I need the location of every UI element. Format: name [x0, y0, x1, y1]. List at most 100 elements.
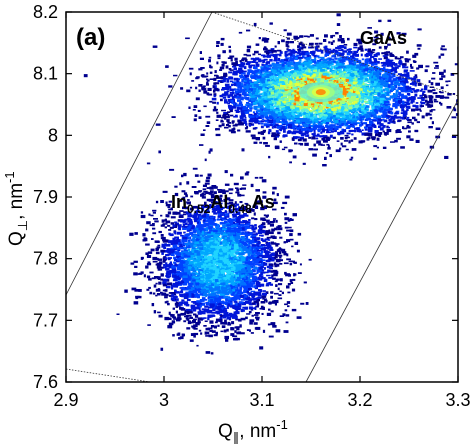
intensity-cell [315, 61, 318, 65]
intensity-cell [360, 76, 364, 79]
intensity-cell [345, 148, 349, 151]
intensity-cell [352, 98, 357, 100]
intensity-cell [342, 122, 346, 126]
intensity-cell [311, 133, 316, 136]
intensity-cell [429, 109, 433, 113]
intensity-cell [445, 80, 449, 83]
intensity-cell [392, 94, 398, 98]
intensity-cell [268, 87, 272, 91]
intensity-cell [440, 47, 443, 51]
intensity-cell [289, 66, 293, 70]
intensity-cell [339, 108, 343, 111]
intensity-cell [431, 109, 436, 111]
intensity-cell [291, 110, 295, 112]
intensity-cell [330, 121, 335, 124]
intensity-cell [342, 65, 346, 68]
intensity-cell [344, 88, 348, 91]
intensity-cell [303, 108, 308, 111]
intensity-cell [281, 125, 286, 129]
intensity-cell [301, 55, 305, 59]
intensity-cell [340, 38, 345, 42]
intensity-cell [243, 94, 249, 97]
intensity-cell [371, 61, 376, 64]
intensity-cell [386, 126, 390, 129]
intensity-cell [263, 123, 268, 127]
intensity-cell [332, 76, 335, 80]
intensity-cell [292, 54, 296, 57]
intensity-cell [361, 82, 365, 86]
intensity-cell [246, 61, 252, 64]
intensity-cell [406, 135, 411, 139]
intensity-cell [269, 117, 274, 120]
intensity-cell [275, 106, 281, 109]
intensity-cell [275, 114, 279, 118]
intensity-cell [291, 70, 295, 73]
intensity-cell [193, 118, 197, 122]
intensity-cell [401, 108, 405, 112]
intensity-cell [385, 79, 390, 82]
intensity-cell [317, 123, 323, 126]
intensity-cell [339, 103, 344, 107]
intensity-cell [366, 111, 371, 115]
intensity-cell [333, 70, 339, 74]
intensity-cell [385, 59, 390, 63]
intensity-cell [315, 108, 321, 111]
intensity-cell [225, 84, 229, 87]
intensity-cell [326, 125, 332, 129]
intensity-cell [257, 106, 261, 109]
intensity-cell [392, 68, 396, 71]
intensity-cell [304, 100, 308, 103]
intensity-cell [195, 86, 198, 90]
intensity-cell [258, 58, 262, 61]
intensity-cell [350, 85, 354, 88]
intensity-cell [361, 107, 365, 110]
intensity-cell [340, 117, 345, 121]
intensity-cell [291, 79, 295, 81]
intensity-cell [319, 58, 323, 61]
intensity-cell [360, 49, 364, 52]
intensity-cell [370, 40, 373, 43]
intensity-cell [205, 115, 211, 118]
intensity-cell [386, 109, 391, 111]
intensity-cell [373, 85, 378, 88]
intensity-cell [309, 116, 314, 120]
intensity-cell [229, 80, 233, 83]
intensity-cell [155, 123, 161, 126]
intensity-cell [223, 73, 228, 77]
intensity-cell [401, 117, 405, 120]
intensity-cell [330, 111, 334, 114]
intensity-cell [288, 112, 293, 116]
intensity-cell [340, 121, 345, 125]
intensity-cell [364, 86, 367, 88]
intensity-cell [225, 86, 229, 88]
intensity-cell [294, 107, 300, 111]
intensity-cell [256, 76, 262, 79]
intensity-cell [231, 120, 235, 123]
intensity-cell [394, 139, 398, 143]
intensity-cell [422, 94, 427, 96]
intensity-cell [334, 80, 337, 82]
intensity-cell [381, 80, 385, 84]
intensity-cell [227, 95, 231, 99]
intensity-cell [328, 128, 332, 131]
intensity-cell [395, 93, 398, 96]
intensity-cell [379, 76, 383, 79]
intensity-cell [364, 75, 370, 77]
intensity-cell [399, 86, 404, 90]
intensity-cell [440, 102, 443, 106]
intensity-cell [284, 98, 289, 100]
intensity-cell [385, 78, 389, 81]
intensity-cell [252, 53, 256, 56]
intensity-cell [275, 64, 280, 67]
intensity-cell [353, 50, 359, 53]
intensity-cell [318, 124, 322, 127]
intensity-cell [260, 132, 264, 135]
intensity-cell [283, 109, 288, 112]
intensity-cell [252, 101, 257, 105]
intensity-cell [281, 59, 284, 62]
intensity-cell [347, 82, 351, 85]
intensity-cell [203, 85, 206, 87]
intensity-cell [275, 118, 279, 122]
intensity-cell [350, 73, 355, 76]
intensity-cell [417, 97, 422, 99]
